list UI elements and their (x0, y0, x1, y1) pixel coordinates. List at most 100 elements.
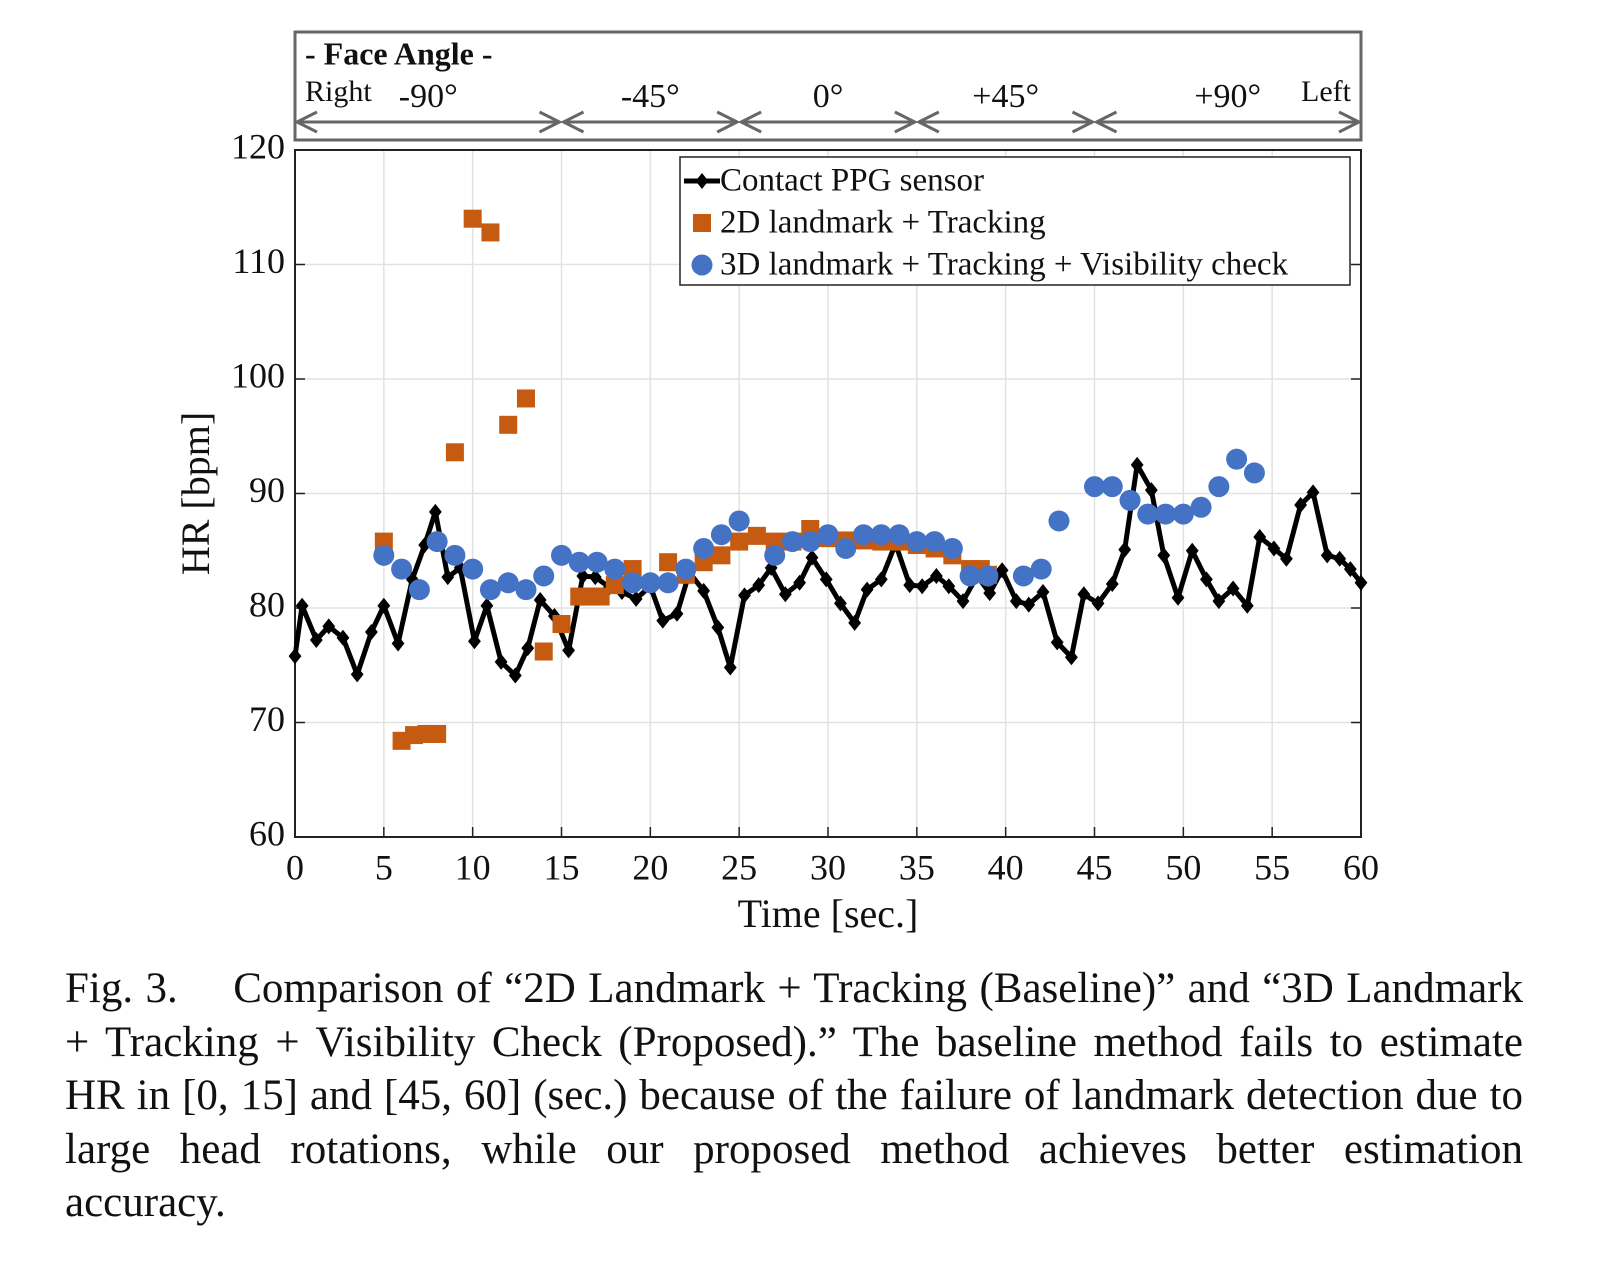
point (1212, 593, 1226, 610)
arrow-head (894, 110, 919, 134)
point (656, 612, 670, 629)
arrow-head (538, 110, 563, 134)
legend-marker (695, 173, 709, 189)
point (350, 666, 364, 683)
point (657, 572, 679, 594)
arrow-head (293, 110, 318, 134)
legend-label: 3D landmark + Tracking + Visibility chec… (720, 247, 1289, 283)
face-angle-box (293, 30, 1363, 142)
point (1333, 550, 1347, 567)
y-tick-label: 60 (249, 813, 285, 853)
point (941, 537, 963, 559)
x-tick-label: 55 (1254, 847, 1290, 887)
point (1157, 547, 1171, 564)
point (377, 597, 391, 614)
point (1144, 482, 1158, 499)
angle-label: -90° (399, 78, 458, 115)
point (463, 209, 482, 228)
point (929, 567, 943, 584)
point (551, 544, 572, 566)
point (710, 524, 732, 546)
point (480, 597, 494, 614)
point (591, 587, 610, 606)
point (995, 562, 1009, 579)
point (764, 544, 786, 566)
point (444, 544, 466, 566)
point (1022, 596, 1036, 613)
y-tick-label: 110 (232, 241, 285, 281)
point (1105, 575, 1119, 592)
point (521, 640, 535, 657)
point (445, 443, 464, 462)
point (712, 546, 731, 565)
point (834, 595, 847, 612)
x-tick-label: 50 (1165, 847, 1201, 887)
point (1118, 541, 1132, 558)
point (288, 648, 302, 665)
angle-label: 0° (813, 78, 844, 115)
point (1226, 580, 1240, 597)
x-tick-label: 35 (899, 847, 935, 887)
point (738, 587, 751, 604)
point (805, 549, 819, 566)
point (508, 667, 522, 684)
point (903, 577, 917, 594)
point (1009, 593, 1023, 610)
point (870, 524, 892, 546)
point (1294, 496, 1307, 513)
y-tick-label: 90 (249, 470, 285, 510)
plot-frame (294, 149, 1362, 838)
point (1185, 542, 1199, 559)
point (295, 597, 309, 614)
point (1130, 456, 1144, 473)
legend-label: 2D landmark + Tracking (720, 205, 1046, 241)
point (1320, 547, 1334, 564)
point (605, 576, 624, 595)
arrow-head (716, 110, 741, 134)
point (1155, 503, 1177, 525)
point (639, 572, 661, 594)
point (1200, 571, 1213, 588)
x-tick-label: 60 (1343, 847, 1379, 887)
y-axis-label: HR [bpm] (173, 412, 218, 575)
point (835, 537, 857, 559)
arrow-head (560, 110, 585, 134)
point (1226, 448, 1248, 470)
x-tick-label: 20 (632, 847, 668, 887)
face-angle-edge: Right (305, 75, 372, 108)
point (1137, 503, 1159, 525)
point (874, 571, 888, 588)
x-axis-label: Time [sec.] (738, 891, 919, 936)
point (462, 558, 484, 580)
point (848, 614, 862, 631)
point (728, 510, 750, 532)
point (1208, 476, 1230, 498)
point (364, 624, 378, 641)
point (516, 389, 535, 408)
point (1091, 595, 1105, 612)
point (408, 579, 430, 601)
point (819, 571, 833, 588)
caption: Fig. 3. Comparison of “2D Landmark + Tra… (65, 965, 1523, 1226)
point (942, 578, 956, 595)
y-tick-label: 120 (231, 126, 285, 166)
point (853, 524, 875, 546)
x-tick-label: 45 (1077, 847, 1113, 887)
point (373, 544, 395, 566)
point (533, 591, 547, 608)
point (497, 572, 519, 594)
point (817, 524, 839, 546)
point (983, 585, 997, 602)
point (588, 569, 602, 586)
point (906, 531, 928, 553)
face-angle-edge: Left (1301, 75, 1352, 108)
point (322, 618, 336, 635)
legend-label: Contact PPG sensor (720, 163, 984, 199)
chart: - Face Angle - Right Left -90° -45° 0° +45° +90… (173, 30, 1379, 936)
point (481, 223, 500, 242)
point (1279, 550, 1293, 567)
point (586, 551, 608, 573)
x-tick-label: 30 (810, 847, 846, 887)
arrow-head (1338, 110, 1363, 134)
point (1172, 503, 1194, 525)
